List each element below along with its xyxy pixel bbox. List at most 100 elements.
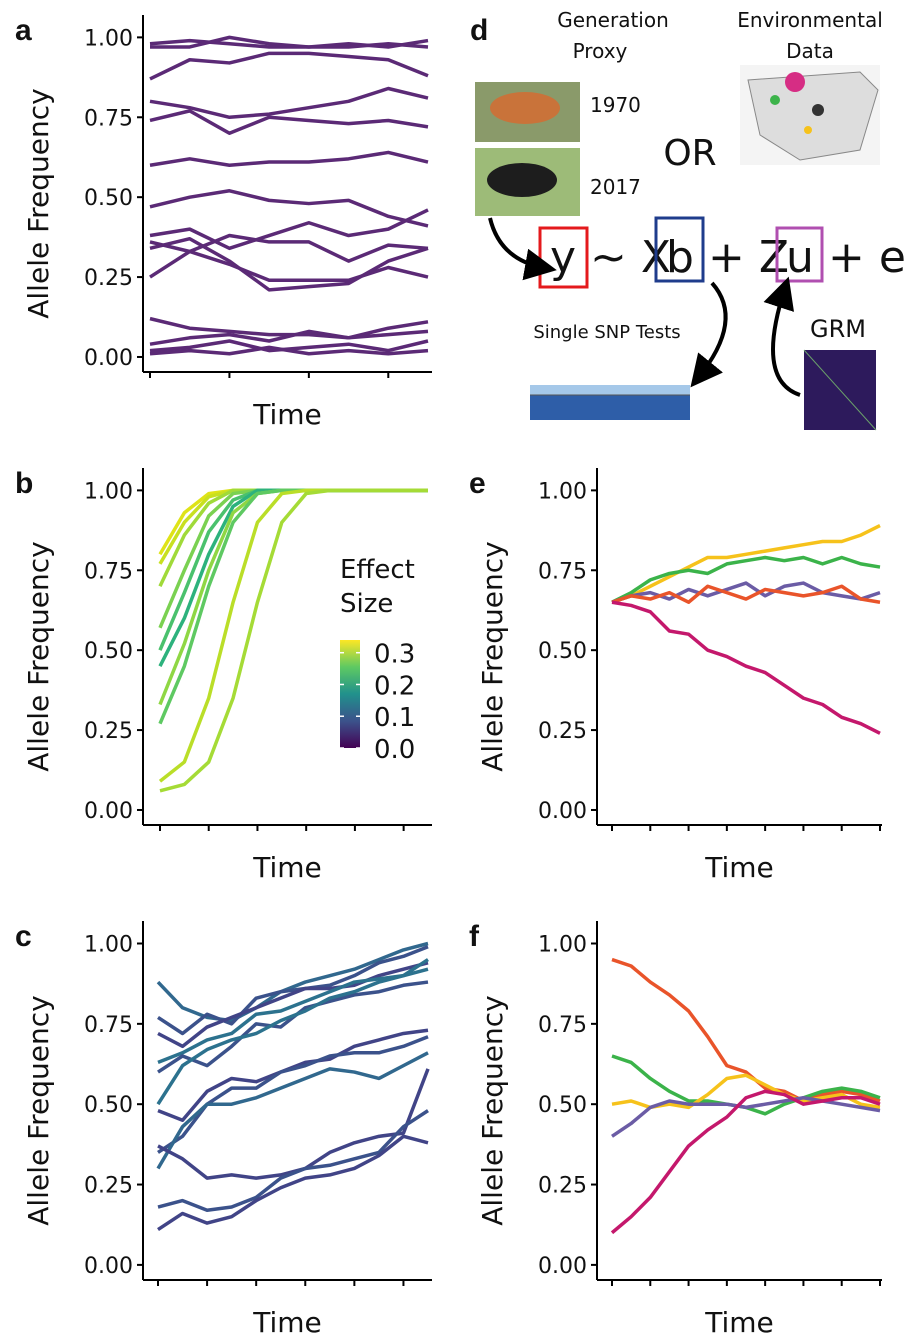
x-axis-label: Time	[252, 851, 322, 884]
y-axis-label: Allele Frequency	[22, 88, 55, 319]
y-tick-label: 0.75	[84, 1013, 133, 1038]
y-tick-label: 0.50	[84, 186, 133, 211]
box	[775, 226, 824, 283]
series-line	[157, 1068, 430, 1180]
arrow	[763, 276, 801, 397]
y-tick-label: 0.00	[84, 346, 133, 371]
colorbar-label: 0.1	[374, 703, 415, 733]
panel-d: d Generation Proxy Environmental Data 19…	[470, 8, 906, 431]
y-tick-label: 1.00	[84, 26, 133, 51]
series-line	[611, 555, 881, 604]
y-tick-label: 0.50	[84, 1093, 133, 1118]
map-outline	[747, 71, 879, 161]
colorbar-title: Size	[340, 589, 393, 619]
series-line	[611, 523, 881, 604]
cow	[487, 163, 557, 197]
map-point	[812, 104, 824, 116]
y-tick-label: 0.75	[84, 106, 133, 131]
y-tick-label: 0.25	[84, 266, 133, 291]
panel-label: d	[470, 14, 488, 47]
series-line	[157, 1134, 429, 1232]
series-line	[611, 584, 881, 604]
series-line	[149, 86, 429, 120]
colorbar-label: 0.2	[374, 671, 415, 701]
series-line	[149, 345, 429, 356]
year: 2017	[590, 175, 641, 199]
map-point	[785, 72, 805, 92]
series-line	[149, 329, 429, 346]
series-line	[149, 51, 429, 81]
series-line	[157, 967, 429, 1065]
manhattan-points	[530, 385, 690, 395]
eq: y	[550, 232, 576, 283]
y-tick-label: 0.00	[538, 799, 587, 824]
y-tick-label: 0.00	[538, 1254, 587, 1279]
series-line	[610, 1089, 881, 1235]
y-tick-label: 1.00	[84, 932, 133, 957]
map-point	[804, 126, 812, 134]
label: Environmental	[737, 8, 883, 32]
series-line	[156, 958, 429, 1106]
series-line	[159, 488, 428, 793]
series-line	[157, 945, 429, 1036]
series-line	[611, 581, 881, 604]
colorbar-label: 0.0	[374, 735, 415, 765]
y-tick-label: 0.50	[84, 639, 133, 664]
grm-diagonal	[803, 349, 877, 431]
y-axis-label: Allele Frequency	[476, 541, 509, 772]
series-line	[149, 109, 429, 136]
y-tick-label: 0.50	[538, 639, 587, 664]
arrow	[488, 217, 557, 281]
map-point	[770, 95, 780, 105]
panel-label: f	[469, 920, 480, 953]
y-axis-label: Allele Frequency	[22, 995, 55, 1226]
eq: ~ X	[590, 232, 671, 283]
x-axis-label: Time	[704, 851, 774, 884]
colorbar	[340, 640, 360, 748]
label: Single SNP Tests	[533, 322, 680, 343]
panel-label: b	[15, 467, 33, 500]
series-line	[157, 980, 429, 1074]
y-tick-label: 0.25	[84, 1174, 133, 1199]
panel-label: a	[15, 14, 32, 47]
series-line	[149, 208, 429, 251]
panel-label: e	[469, 467, 486, 500]
panel-label: c	[15, 920, 32, 953]
manhattan-points	[530, 395, 690, 420]
y-tick-label: 1.00	[84, 479, 133, 504]
eq: u	[786, 232, 814, 283]
series-line	[149, 150, 429, 167]
x-axis-label: Time	[252, 1306, 322, 1336]
colorbar-title: Effect	[340, 555, 415, 585]
series-line	[611, 600, 881, 735]
series-line	[157, 1109, 429, 1213]
y-axis-label: Allele Frequency	[22, 541, 55, 772]
series-line	[156, 1051, 429, 1170]
label: Proxy	[573, 39, 628, 63]
or: OR	[663, 133, 716, 174]
series-line	[158, 488, 428, 556]
series-line	[150, 35, 429, 49]
y-tick-label: 0.25	[538, 719, 587, 744]
y-tick-label: 0.00	[84, 799, 133, 824]
eq: + e	[828, 232, 906, 283]
x-axis-label: Time	[252, 398, 322, 431]
cow	[490, 92, 560, 124]
colorbar-label: 0.3	[374, 640, 415, 670]
y-tick-label: 1.00	[538, 479, 587, 504]
arrow	[690, 281, 728, 388]
eq: b	[666, 232, 694, 283]
series-line	[149, 189, 429, 228]
series-line	[149, 236, 429, 292]
label: GRM	[810, 315, 866, 343]
y-tick-label: 0.50	[538, 1093, 587, 1118]
x-axis-label: Time	[704, 1306, 774, 1336]
y-tick-label: 0.25	[538, 1174, 587, 1199]
y-tick-label: 1.00	[538, 932, 587, 957]
y-tick-label: 0.00	[84, 1254, 133, 1279]
series-line	[156, 941, 429, 1023]
series-line	[157, 961, 429, 1049]
box	[654, 216, 705, 283]
series-line	[611, 957, 881, 1103]
